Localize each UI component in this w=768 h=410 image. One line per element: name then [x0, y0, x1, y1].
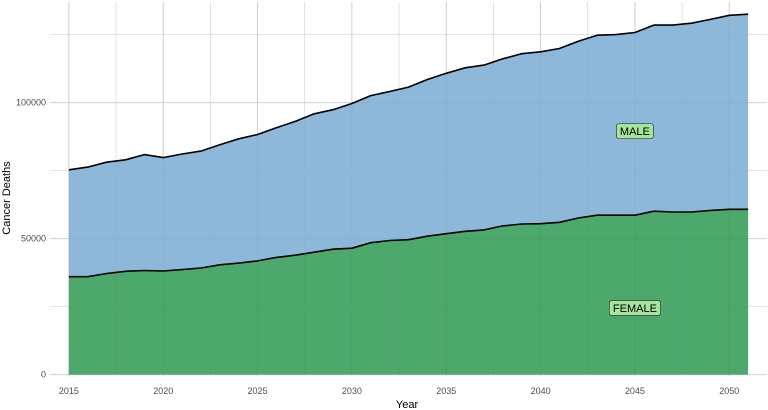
- x-axis-title: Year: [396, 399, 419, 410]
- x-tick-label-2020: 2020: [153, 386, 173, 396]
- outline-male: [68, 13, 749, 171]
- area-female: [68, 209, 749, 375]
- label-box: [616, 123, 654, 140]
- outline-female: [68, 208, 749, 278]
- label-text: FEMALE: [613, 303, 657, 315]
- y-tick-label-50000: 50000: [21, 234, 46, 244]
- y-tick-label-0: 0: [41, 370, 46, 380]
- tick-labels: 2015 2020 2025 2030 2035 2040 2045 2050 0 50000 10…: [16, 98, 739, 396]
- label-text: MALE: [620, 126, 650, 138]
- label-female: FEMALE: [608, 300, 661, 316]
- y-axis-title: Cancer Deaths: [1, 161, 13, 235]
- x-tick-label-2050: 2050: [719, 386, 739, 396]
- area-male: [68, 14, 749, 277]
- outline-layer: [68, 13, 749, 278]
- x-tick-label-2045: 2045: [625, 386, 645, 396]
- x-tick-label-2015: 2015: [59, 386, 79, 396]
- area-labels: MALE FEMALE: [608, 123, 661, 316]
- area-layer: [68, 14, 749, 375]
- y-tick-label-100000: 100000: [16, 98, 46, 108]
- x-tick-label-2030: 2030: [342, 386, 362, 396]
- x-tick-label-2035: 2035: [436, 386, 456, 396]
- label-male: MALE: [616, 123, 654, 140]
- label-box: [608, 300, 661, 316]
- x-tick-label-2040: 2040: [531, 386, 551, 396]
- x-tick-label-2025: 2025: [248, 386, 268, 396]
